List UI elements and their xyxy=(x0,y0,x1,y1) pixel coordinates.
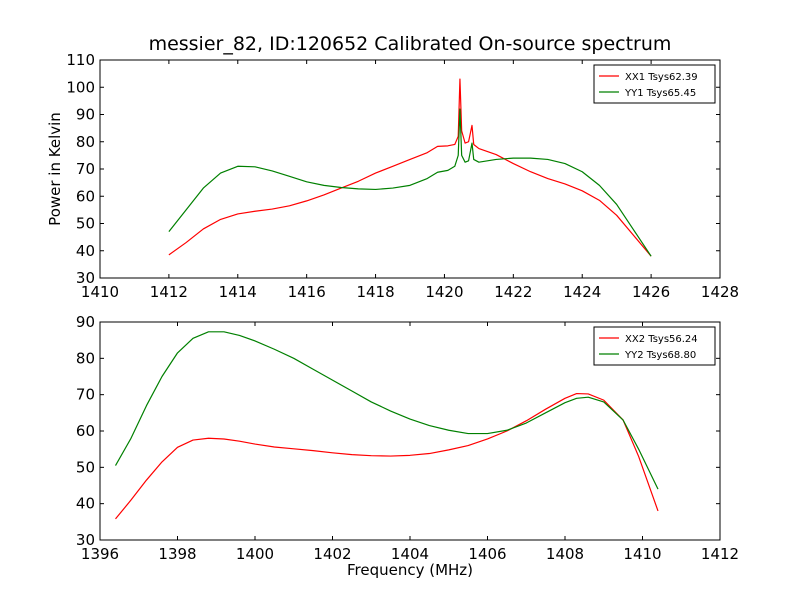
bottom-x-tick-label: 1398 xyxy=(158,545,196,563)
bottom-legend-box xyxy=(593,326,716,366)
top-y-ticks: 30 40 50 60 70 80 90 100 110 xyxy=(66,51,720,287)
bottom-y-tick-label: 90 xyxy=(76,313,95,331)
top-legend-label-2: YY1 Tsys65.45 xyxy=(624,88,696,99)
bottom-y-tick-label: 40 xyxy=(76,495,95,513)
bottom-series-layer xyxy=(114,331,659,520)
bottom-x-tick-label: 1408 xyxy=(546,545,584,563)
bottom-x-tick-label: 1410 xyxy=(623,545,661,563)
bottom-legend-label-1: XX2 Tsys56.24 xyxy=(625,334,698,345)
top-y-tick-label: 70 xyxy=(76,160,95,178)
top-y-tick-label: 30 xyxy=(76,269,95,287)
top-x-tick-label: 1410 xyxy=(81,283,119,301)
top-x-tick-label: 1420 xyxy=(425,283,463,301)
top-panel: 1410 1412 1414 1416 1418 1420 1422 1424 1426 1428… xyxy=(66,51,739,301)
bottom-x-tick-label: 1400 xyxy=(236,545,274,563)
bottom-legend-label-2: YY2 Tsys68.80 xyxy=(624,350,696,361)
bottom-y-tick-label: 80 xyxy=(76,349,95,367)
bottom-x-tick-label: 1396 xyxy=(81,545,119,563)
bottom-x-tick-label: 1404 xyxy=(391,545,429,563)
bottom-y-tick-label: 50 xyxy=(76,458,95,476)
x-axis-label: Frequency (MHz) xyxy=(346,561,474,579)
bottom-panel: 1396 1398 1400 1402 1404 1406 1408 1410 1412 30 4… xyxy=(76,313,739,563)
top-series-layer xyxy=(168,78,652,257)
top-legend-box xyxy=(593,64,716,104)
bottom-x-tick-label: 1402 xyxy=(313,545,351,563)
top-y-tick-label: 60 xyxy=(76,187,95,205)
top-legend: XX1 Tsys62.39 YY1 Tsys65.45 xyxy=(593,64,716,104)
top-y-tick-label: 50 xyxy=(76,215,95,233)
bottom-y-tick-label: 60 xyxy=(76,422,95,440)
top-y-tick-label: 40 xyxy=(76,242,95,260)
top-x-tick-label: 1428 xyxy=(701,283,739,301)
top-y-tick-label: 110 xyxy=(66,51,95,69)
top-x-tick-label: 1426 xyxy=(632,283,670,301)
bottom-legend: XX2 Tsys56.24 YY2 Tsys68.80 xyxy=(593,326,716,366)
bottom-y-tick-label: 30 xyxy=(76,531,95,549)
top-legend-label-1: XX1 Tsys62.39 xyxy=(625,72,698,83)
top-series-line-2 xyxy=(168,108,652,257)
bottom-series-line-1 xyxy=(115,392,659,520)
bottom-x-ticks: 1396 1398 1400 1402 1404 1406 1408 1410 1412 xyxy=(81,322,739,563)
top-y-tick-label: 90 xyxy=(76,106,95,124)
top-x-tick-label: 1416 xyxy=(288,283,326,301)
bottom-y-ticks: 30 40 50 60 70 80 90 xyxy=(76,313,720,549)
chart-title: messier_82, ID:120652 Calibrated On-sour… xyxy=(148,33,672,55)
bottom-x-tick-label: 1412 xyxy=(701,545,739,563)
top-x-tick-label: 1412 xyxy=(150,283,188,301)
bottom-x-tick-label: 1406 xyxy=(468,545,506,563)
top-x-tick-label: 1424 xyxy=(563,283,601,301)
top-y-axis-label: Power in Kelvin xyxy=(46,112,64,226)
top-x-tick-label: 1414 xyxy=(219,283,257,301)
top-y-tick-label: 80 xyxy=(76,133,95,151)
top-y-tick-label: 100 xyxy=(66,78,95,96)
top-x-tick-label: 1422 xyxy=(494,283,532,301)
top-series-line-1 xyxy=(168,78,652,257)
top-x-ticks: 1410 1412 1414 1416 1418 1420 1422 1424 1426 1428 xyxy=(81,60,739,301)
bottom-y-tick-label: 70 xyxy=(76,386,95,404)
top-x-tick-label: 1418 xyxy=(356,283,394,301)
bottom-series-line-2 xyxy=(114,331,659,490)
